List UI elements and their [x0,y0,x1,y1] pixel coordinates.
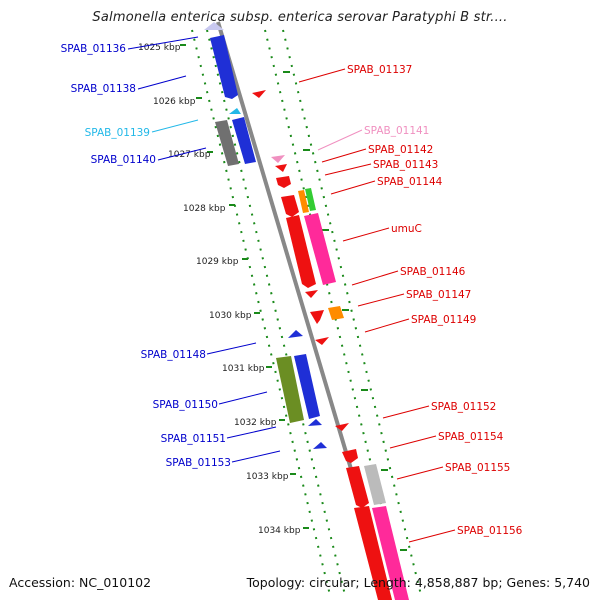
scale-label: 1034 kbp [258,526,301,536]
leader-line [382,405,430,419]
gene-spab-01147[interactable] [310,310,324,324]
gene-spab-01142[interactable] [275,164,287,172]
gene-umuc[interactable] [286,215,316,288]
gene-spab-01140-a[interactable] [215,120,239,166]
leader-line [324,163,372,176]
leader-line [206,342,257,355]
gene-label-right[interactable]: SPAB_01141 [364,125,429,137]
leader-line [342,227,390,242]
gene-label-left[interactable]: SPAB_01153 [166,457,231,469]
leader-line [321,148,367,163]
leader-line [151,119,199,133]
gene-spab-01154[interactable] [342,449,358,463]
scale-label: 1030 kbp [209,311,252,321]
gene-spab-01150-a[interactable] [276,356,304,423]
gene-spab-01151[interactable] [308,419,322,426]
leader-line [157,147,207,161]
gene-spab-01153[interactable] [313,442,327,449]
gene-label-right[interactable]: SPAB_01152 [431,401,496,413]
gene-spab-01141[interactable] [271,155,285,163]
leader-line [389,435,437,449]
gene-spab-01138[interactable] [210,35,238,99]
leader-line [137,75,187,90]
leader-line [364,318,410,333]
scale-label: 1025 kbp [138,43,181,53]
gene-spab-01148[interactable] [288,330,303,338]
gene-spab-01147-a[interactable] [328,306,344,320]
gene-spab-01156[interactable] [354,506,392,600]
leader-line [317,129,363,151]
leader-line [330,180,376,195]
gene-spab-01155[interactable] [346,466,369,508]
gene-spab-01156-b[interactable] [372,506,409,600]
leader-line [298,68,346,83]
gene-label-left[interactable]: SPAB_01150 [153,399,218,411]
topology-text: Topology: circular; Length: 4,858,887 bp… [246,575,590,590]
leader-line [218,391,268,405]
gene-label-right[interactable]: SPAB_01147 [406,289,471,301]
scale-label: 1033 kbp [246,472,289,482]
scale-label: 1032 kbp [234,418,277,428]
gene-spab-01149[interactable] [315,337,329,345]
scale-label: 1026 kbp [153,97,196,107]
gene-label-right[interactable]: SPAB_01142 [368,144,433,156]
leader-line [231,450,281,463]
scale-label: 1031 kbp [222,364,265,374]
gene-label-left[interactable]: SPAB_01151 [161,433,226,445]
leader-line [357,293,405,307]
gene-spab-01144-a[interactable] [298,190,309,213]
scale-ticks [180,44,407,551]
gene-spab-01139[interactable] [229,108,241,114]
gene-spab-01144[interactable] [281,195,299,217]
leader-line [226,426,277,439]
gene-spab-01137[interactable] [252,90,266,98]
gene-label-right[interactable]: SPAB_01155 [445,462,510,474]
gene-spab-01155-a[interactable] [364,464,386,505]
gene-label-left[interactable]: SPAB_01148 [141,349,206,361]
scale-label: 1028 kbp [183,204,226,214]
left-strand-genes [204,22,327,449]
gene-label-right[interactable]: SPAB_01144 [377,176,443,188]
gene-label-left[interactable]: SPAB_01136 [61,43,127,55]
gene-spab-01136[interactable] [204,22,224,30]
gene-label-right[interactable]: SPAB_01156 [457,525,523,537]
gene-spab-01140[interactable] [232,117,256,164]
leader-line [127,36,199,50]
map-title: Salmonella enterica subsp. enterica sero… [92,10,508,25]
gene-label-right[interactable]: SPAB_01154 [438,431,504,443]
gene-label-left[interactable]: SPAB_01138 [71,83,136,95]
gene-label-right[interactable]: umuC [391,223,422,235]
gene-umuc-b[interactable] [304,213,336,285]
gene-label-left[interactable]: SPAB_01140 [91,154,156,166]
gene-label-right[interactable]: SPAB_01143 [373,159,438,171]
gene-spab-01152[interactable] [335,423,349,431]
scale-label: 1027 kbp [168,150,211,160]
leader-line [351,270,399,286]
gene-spab-01150[interactable] [294,354,320,419]
gene-spab-01143[interactable] [276,176,291,188]
gene-label-left[interactable]: SPAB_01139 [85,127,150,139]
gene-label-right[interactable]: SPAB_01149 [411,314,476,326]
gene-spab-01146[interactable] [305,290,318,298]
gene-label-right[interactable]: SPAB_01146 [400,266,466,278]
gene-label-right[interactable]: SPAB_01137 [347,64,412,76]
right-strand-genes [252,90,409,600]
leader-line [408,529,456,543]
leader-line [396,466,444,480]
scale-label: 1029 kbp [196,257,239,267]
gene-spab-01144-b[interactable] [305,188,316,211]
accession-text: Accession: NC_010102 [9,575,152,590]
